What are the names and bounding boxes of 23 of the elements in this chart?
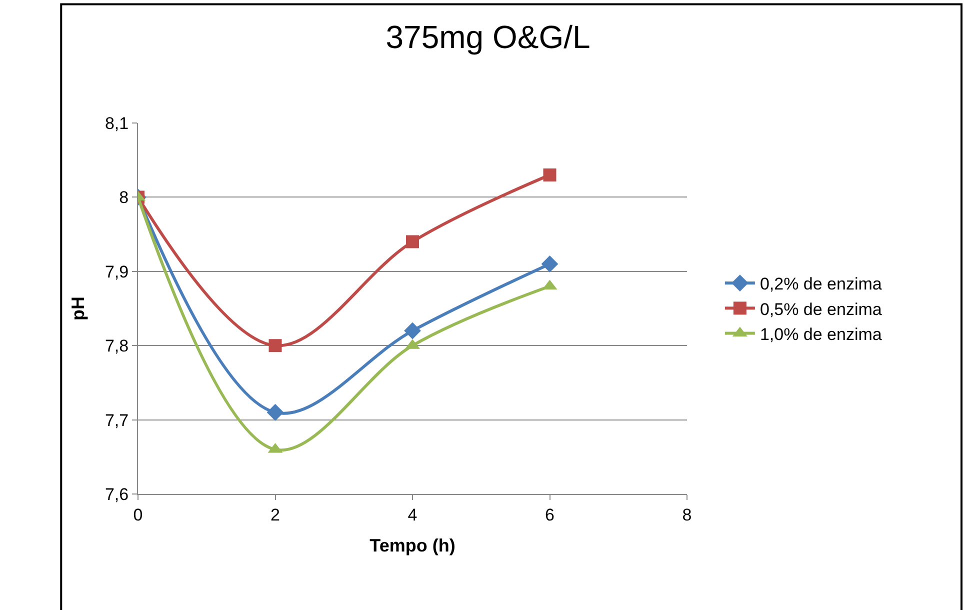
legend-label: 0,5% de enzima: [760, 300, 882, 319]
point: [266, 404, 284, 421]
x-tick-label: 2: [270, 505, 280, 524]
y-axis-title: pH: [68, 296, 88, 320]
point: [404, 322, 421, 340]
x-tick-label: 4: [408, 505, 418, 524]
chart-title: 375mg O&G/L: [386, 18, 590, 55]
x-tick-label: 0: [133, 505, 143, 524]
point: [406, 235, 419, 248]
y-tick-label: 8: [119, 188, 129, 208]
point: [543, 168, 556, 182]
legend-label: 1,0% de enzima: [760, 324, 882, 344]
y-tick-label: 8,1: [104, 114, 129, 133]
legend-label: 0,2% de enzima: [760, 274, 882, 294]
point: [541, 256, 558, 272]
y-tick-label: 7,7: [104, 410, 129, 430]
y-tick-label: 7,9: [104, 262, 129, 282]
x-tick-label: 8: [682, 505, 692, 524]
y-tick-label: 7,6: [104, 484, 129, 504]
point: [268, 339, 282, 352]
y-tick-label: 7,8: [104, 336, 129, 356]
x-tick-label: 6: [545, 505, 554, 524]
x-axis-title: Tempo (h): [370, 536, 456, 556]
